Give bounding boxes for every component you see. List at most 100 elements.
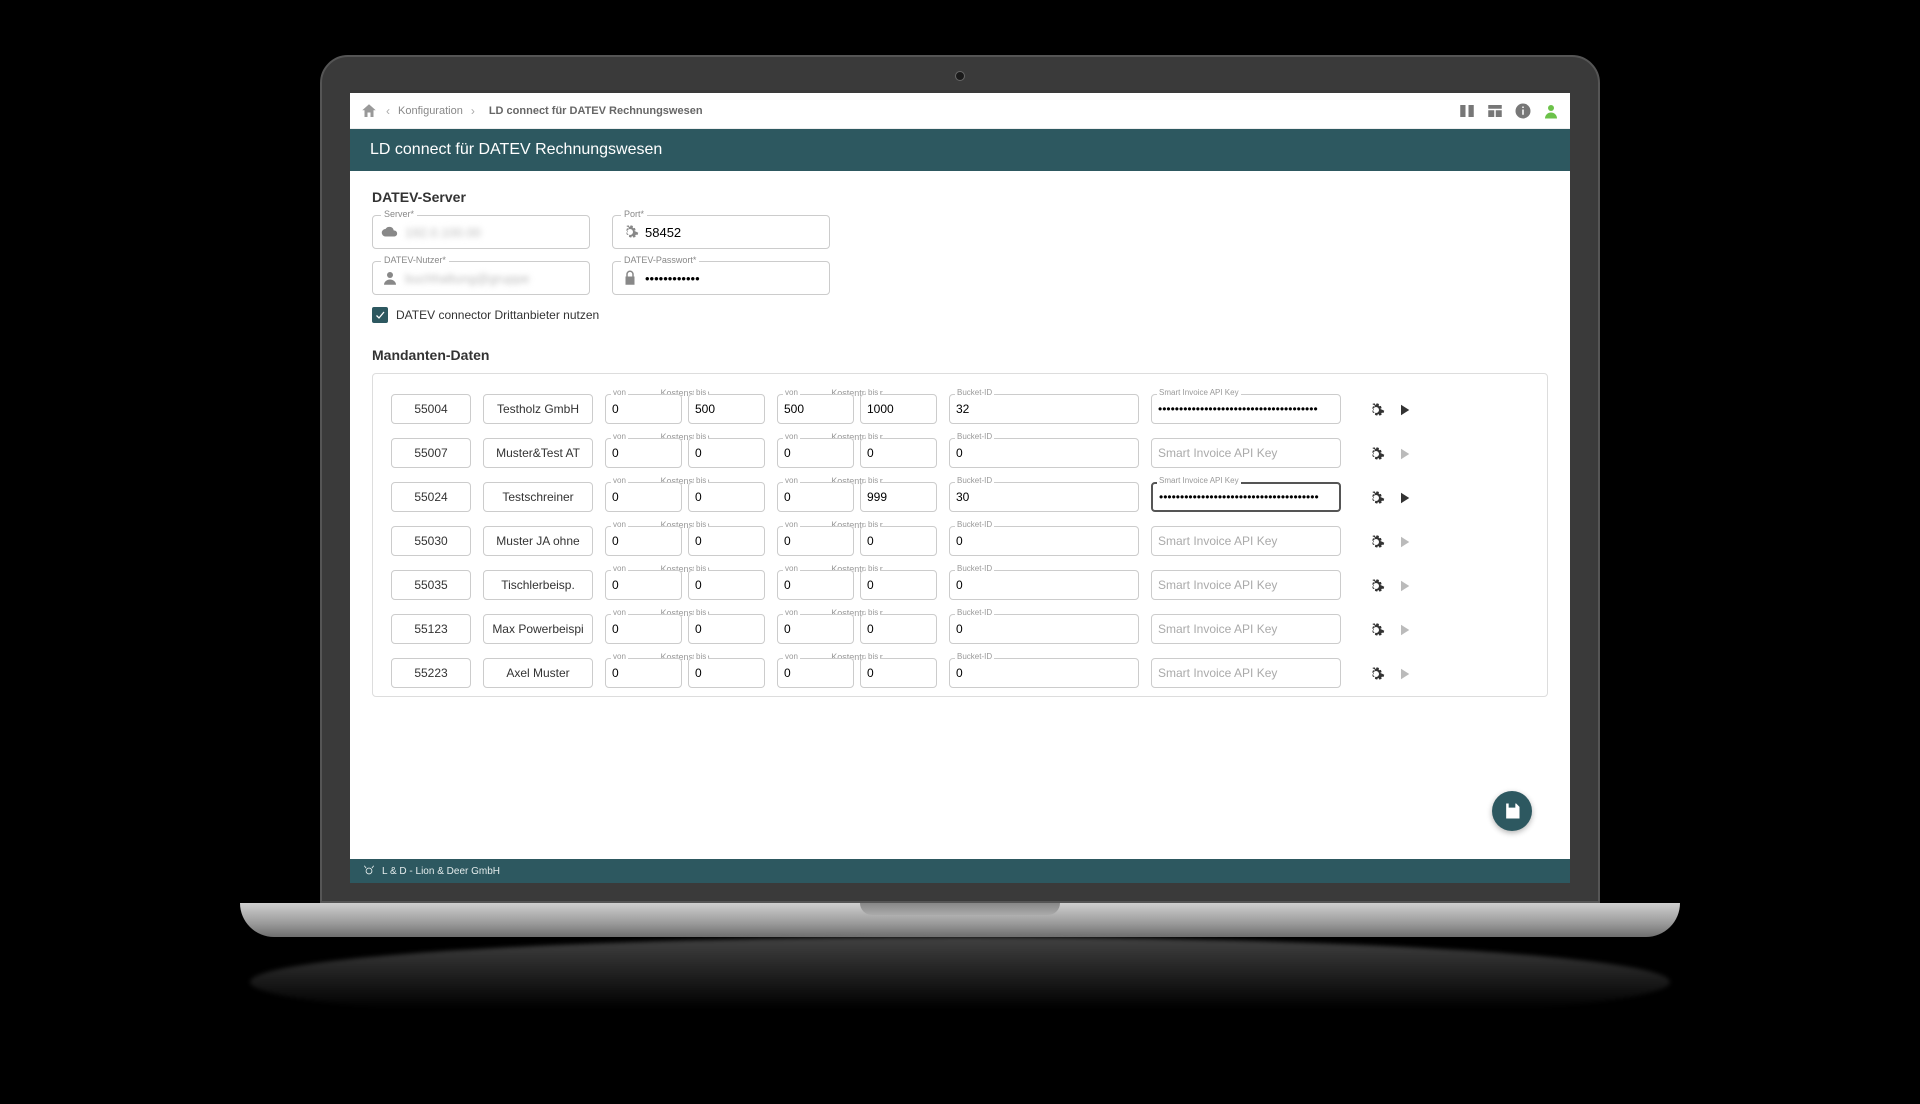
kostentraeger-von-input[interactable] (777, 614, 854, 644)
columns-icon[interactable] (1458, 102, 1476, 120)
client-id: 55030 (391, 526, 471, 556)
kostenstelle-von-input[interactable] (605, 614, 682, 644)
user-field[interactable]: DATEV-Nutzer* (372, 261, 590, 295)
kostenstelle-von-input[interactable] (605, 526, 682, 556)
row-settings-button[interactable] (1367, 401, 1385, 424)
label-bucket: Bucket-ID (955, 388, 994, 397)
gear-icon (1367, 621, 1385, 639)
row-settings-button[interactable] (1367, 621, 1385, 644)
kostentraeger-von-input[interactable] (777, 394, 854, 424)
port-input[interactable] (645, 225, 821, 240)
third-party-checkbox[interactable] (372, 307, 388, 323)
kostenstelle-bis-input[interactable] (688, 570, 765, 600)
row-settings-button[interactable] (1367, 665, 1385, 688)
person-icon (381, 269, 399, 287)
bucket-id-input[interactable] (949, 438, 1139, 468)
kostentraeger-bis-input[interactable] (860, 438, 937, 468)
kostentraeger-von-input[interactable] (777, 570, 854, 600)
kostentraeger-von-input[interactable] (777, 526, 854, 556)
kostenstelle-bis-input[interactable] (688, 394, 765, 424)
gear-icon (1367, 489, 1385, 507)
kostentraeger-von-input[interactable] (777, 482, 854, 512)
play-icon (1395, 621, 1413, 639)
server-field[interactable]: Server* (372, 215, 590, 249)
api-key-input[interactable] (1151, 482, 1341, 512)
kostenstelle-von-input[interactable] (605, 438, 682, 468)
row-settings-button[interactable] (1367, 533, 1385, 556)
label-bis: bis (694, 432, 708, 441)
lock-icon (621, 269, 639, 287)
row-run-button[interactable] (1395, 489, 1413, 512)
home-icon[interactable] (360, 102, 378, 120)
row-run-button[interactable] (1395, 401, 1413, 424)
bucket-id-input[interactable] (949, 526, 1139, 556)
bucket-id-input[interactable] (949, 658, 1139, 688)
label-von: von (611, 564, 628, 573)
api-key-input[interactable] (1151, 526, 1341, 556)
password-input[interactable] (645, 271, 821, 286)
port-field[interactable]: Port* (612, 215, 830, 249)
kostentraeger-bis-input[interactable] (860, 526, 937, 556)
info-icon[interactable] (1514, 102, 1532, 120)
bucket-id-input[interactable] (949, 482, 1139, 512)
save-fab[interactable] (1492, 791, 1532, 831)
gear-icon (1367, 401, 1385, 419)
row-settings-button[interactable] (1367, 577, 1385, 600)
kostentraeger-von-input[interactable] (777, 438, 854, 468)
bucket-id-input[interactable] (949, 614, 1139, 644)
user-avatar-icon[interactable] (1542, 102, 1560, 120)
api-key-input[interactable] (1151, 438, 1341, 468)
kostentraeger-bis-input[interactable] (860, 658, 937, 688)
label-bis: bis (866, 476, 880, 485)
kostentraeger-bis-input[interactable] (860, 570, 937, 600)
row-settings-button[interactable] (1367, 489, 1385, 512)
client-row: 55035Tischlerbeisp.vonbisvonbisBucket-ID (391, 570, 1529, 600)
client-id: 55223 (391, 658, 471, 688)
row-run-button (1395, 665, 1413, 688)
kostenstelle-von-input[interactable] (605, 394, 682, 424)
kostenstelle-bis-input[interactable] (688, 658, 765, 688)
label-bucket: Bucket-ID (955, 432, 994, 441)
kostentraeger-bis-input[interactable] (860, 482, 937, 512)
label-apikey: Smart Invoice API Key (1157, 388, 1241, 397)
label-bis: bis (866, 432, 880, 441)
kostentraeger-bis-input[interactable] (860, 394, 937, 424)
label-von: von (611, 652, 628, 661)
client-name: Max Powerbeispi (483, 614, 593, 644)
kostenstelle-von-input[interactable] (605, 482, 682, 512)
page-title: LD connect für DATEV Rechnungswesen (350, 129, 1570, 171)
api-key-input[interactable] (1151, 658, 1341, 688)
row-run-button (1395, 533, 1413, 556)
label-bucket: Bucket-ID (955, 520, 994, 529)
row-run-button (1395, 445, 1413, 468)
bucket-id-input[interactable] (949, 394, 1139, 424)
footer-text: L & D - Lion & Deer GmbH (382, 866, 500, 877)
server-input[interactable] (405, 225, 581, 240)
bucket-id-input[interactable] (949, 570, 1139, 600)
password-field[interactable]: DATEV-Passwort* (612, 261, 830, 295)
kostenstelle-von-input[interactable] (605, 658, 682, 688)
label-bis: bis (694, 564, 708, 573)
label-von: von (783, 564, 800, 573)
api-key-input[interactable] (1151, 614, 1341, 644)
api-key-input[interactable] (1151, 394, 1341, 424)
breadcrumb-level1[interactable]: Konfiguration (398, 105, 463, 117)
label-bucket: Bucket-ID (955, 476, 994, 485)
kostenstelle-bis-input[interactable] (688, 438, 765, 468)
label-apikey: Smart Invoice API Key (1157, 476, 1241, 485)
kostenstelle-von-input[interactable] (605, 570, 682, 600)
user-input[interactable] (405, 271, 581, 286)
row-settings-button[interactable] (1367, 445, 1385, 468)
cloud-icon (381, 223, 399, 241)
kostentraeger-bis-input[interactable] (860, 614, 937, 644)
layout-icon[interactable] (1486, 102, 1504, 120)
label-bis: bis (694, 652, 708, 661)
kostenstelle-bis-input[interactable] (688, 482, 765, 512)
client-id: 55024 (391, 482, 471, 512)
api-key-input[interactable] (1151, 570, 1341, 600)
kostenstelle-bis-input[interactable] (688, 614, 765, 644)
kostenstelle-bis-input[interactable] (688, 526, 765, 556)
label-bucket: Bucket-ID (955, 652, 994, 661)
kostentraeger-von-input[interactable] (777, 658, 854, 688)
label-bis: bis (694, 476, 708, 485)
